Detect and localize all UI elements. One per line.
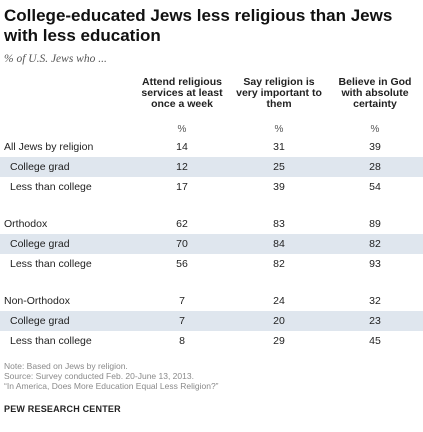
row-label: College grad [10, 315, 70, 327]
table-cell: 7 [179, 295, 185, 307]
table-cell: 83 [273, 218, 285, 230]
row-label: Less than college [10, 258, 92, 270]
table-row: College grad 12 25 28 [0, 157, 423, 177]
table-cell: 25 [273, 161, 285, 173]
table-row: Non-Orthodox 7 24 32 [0, 291, 423, 311]
column-header-attend: Attend religious services at least once … [141, 76, 223, 110]
table-row: Less than college 8 29 45 [0, 331, 423, 351]
row-label: Less than college [10, 181, 92, 193]
table-row: College grad 70 84 82 [0, 234, 423, 254]
row-label: Non-Orthodox [4, 295, 70, 307]
table-cell: 12 [176, 161, 188, 173]
row-label: College grad [10, 161, 70, 173]
note-line: Source: Survey conducted Feb. 20-June 13… [4, 371, 194, 381]
table-cell: 93 [369, 258, 381, 270]
table-row: All Jews by religion 14 31 39 [0, 137, 423, 157]
table-cell: 7 [179, 315, 185, 327]
note-line: Note: Based on Jews by religion. [4, 361, 128, 371]
unit-label-attend: % [177, 124, 187, 135]
notes: Note: Based on Jews by religion. Source:… [4, 361, 219, 391]
table-cell: 17 [176, 181, 188, 193]
table-cell: 29 [273, 335, 285, 347]
chart-subtitle: % of U.S. Jews who ... [4, 53, 107, 65]
table-row: College grad 7 20 23 [0, 311, 423, 331]
table-cell: 54 [369, 181, 381, 193]
table-row: Less than college 56 82 93 [0, 254, 423, 274]
table-cell: 28 [369, 161, 381, 173]
unit-label-important: % [274, 124, 284, 135]
table-cell: 20 [273, 315, 285, 327]
chart-title: College-educated Jews less religious tha… [4, 6, 393, 45]
table-cell: 32 [369, 295, 381, 307]
row-label: College grad [10, 238, 70, 250]
table-cell: 45 [369, 335, 381, 347]
column-header-important: Say religion is very important to them [236, 76, 322, 110]
table-cell: 31 [273, 141, 285, 153]
table-cell: 39 [369, 141, 381, 153]
table-cell: 39 [273, 181, 285, 193]
table-cell: 8 [179, 335, 185, 347]
table-cell: 89 [369, 218, 381, 230]
table-cell: 82 [273, 258, 285, 270]
table-cell: 70 [176, 238, 188, 250]
unit-label-believe: % [370, 124, 380, 135]
table-cell: 82 [369, 238, 381, 250]
row-label: All Jews by religion [4, 141, 94, 153]
table-cell: 23 [369, 315, 381, 327]
table-cell: 14 [176, 141, 188, 153]
note-line: “In America, Does More Education Equal L… [4, 381, 219, 391]
table-row: Orthodox 62 83 89 [0, 214, 423, 234]
table-cell: 84 [273, 238, 285, 250]
table-cell: 24 [273, 295, 285, 307]
column-header-believe: Believe in God with absolute certainty [338, 76, 412, 110]
table-cell: 62 [176, 218, 188, 230]
table-cell: 56 [176, 258, 188, 270]
source-credit: PEW RESEARCH CENTER [4, 404, 121, 414]
row-label: Orthodox [4, 218, 48, 230]
row-label: Less than college [10, 335, 92, 347]
table-row: Less than college 17 39 54 [0, 177, 423, 197]
